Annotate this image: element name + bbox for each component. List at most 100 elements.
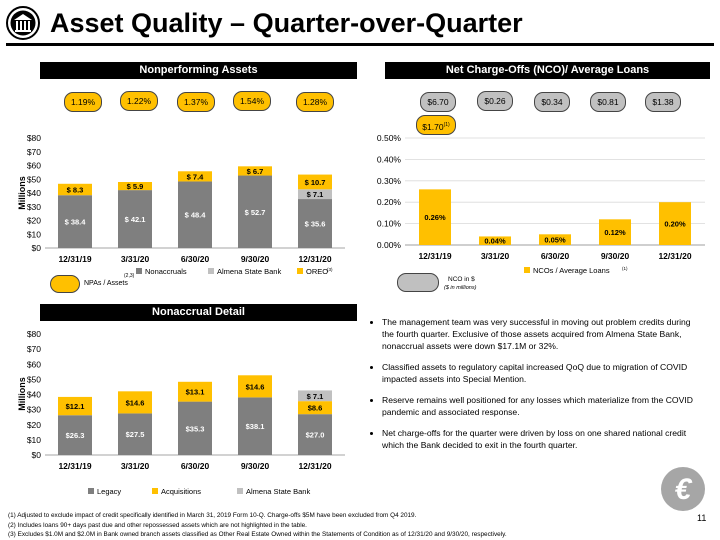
x-tick-label: 12/31/20: [298, 461, 331, 471]
legend-note: (1): [622, 266, 628, 271]
data-label: $27.0: [306, 431, 325, 440]
nco-chart: 0.00% 0.10% 0.20% 0.30% 0.40% 0.50% 12/31/19 0.…: [377, 133, 705, 275]
data-label: $27.5: [126, 430, 145, 439]
legend-swatch: [136, 268, 142, 274]
x-tick-label: 12/31/20: [298, 254, 331, 264]
legend-label: Almena State Bank: [246, 487, 310, 496]
bar: [118, 413, 152, 455]
legend-label: Almena State Bank: [217, 267, 281, 276]
y-tick-label: $70: [27, 147, 41, 157]
x-tick-label: 3/31/20: [121, 254, 150, 264]
bar: [659, 202, 691, 245]
bar: [118, 190, 152, 248]
y-tick-label: $40: [27, 188, 41, 198]
legend-note: (3): [327, 267, 333, 272]
npa-section-header: Nonperforming Assets: [40, 62, 357, 79]
nco-pill-legend-sublabel: ($ in millions): [444, 285, 477, 291]
npa-ratio-pill: 1.19%: [64, 92, 102, 112]
commentary-bullets: The management team was very successful …: [370, 316, 695, 460]
npa-ratio-pill: 1.28%: [296, 92, 334, 112]
data-label: $14.6: [126, 398, 145, 407]
bar: [298, 189, 332, 200]
bar: [238, 166, 272, 176]
data-label: $ 8.3: [67, 185, 84, 194]
npa-ratio-pill: 1.22%: [120, 91, 158, 111]
bar: [178, 181, 212, 248]
legend-label: OREO: [306, 267, 328, 276]
y-tick-label: $70: [27, 344, 41, 354]
nonaccrual-chart: $0 $10 $20 $30 $40 $50 $60 $70 $80 Millions 12/31/…: [17, 329, 345, 496]
bar: [118, 391, 152, 414]
bar: [479, 236, 511, 245]
data-label: $8.6: [308, 404, 323, 413]
nco-dollar-pill: $0.34: [534, 92, 570, 112]
bar: [599, 219, 631, 245]
footnote: (3) Excludes $1.0M and $2.0M in Bank own…: [8, 531, 507, 538]
y-tick-label: 0.00%: [377, 240, 402, 250]
nco-dollar-pill: $1.38: [645, 92, 681, 112]
page-number: 11: [697, 513, 707, 523]
x-tick-label: 6/30/20: [181, 254, 210, 264]
y-tick-label: $0: [32, 450, 42, 460]
bar: [178, 401, 212, 455]
legend-swatch: [88, 488, 94, 494]
bar: [419, 189, 451, 245]
bar: [178, 381, 212, 402]
y-tick-label: 0.20%: [377, 197, 402, 207]
legend-swatch: [208, 268, 214, 274]
bar: [238, 397, 272, 455]
y-tick-label: 0.40%: [377, 154, 402, 164]
bar: [238, 375, 272, 398]
legend-swatch: [524, 267, 530, 273]
bullet-item: Net charge-offs for the quarter were dri…: [382, 427, 695, 451]
bar: [298, 390, 332, 402]
nco-adjusted-pill: $1.70(1): [416, 115, 456, 135]
x-tick-label: 6/30/20: [181, 461, 210, 471]
page-title: Asset Quality – Quarter-over-Quarter: [50, 8, 523, 38]
nco-pill-legend-swatch: [397, 273, 439, 292]
y-tick-label: $10: [27, 435, 41, 445]
nco-pill-legend-label: NCO in $: [448, 276, 475, 283]
legend-label: Nonaccruals: [145, 267, 187, 276]
data-label: 0.04%: [484, 237, 506, 246]
bullet-item: The management team was very successful …: [382, 316, 695, 352]
bar: [118, 182, 152, 191]
bar: [298, 401, 332, 415]
data-label: $ 48.4: [185, 211, 207, 220]
legend-swatch: [152, 488, 158, 494]
nco-dollar-pill: $0.26: [477, 91, 513, 111]
data-label: $ 6.7: [247, 167, 264, 176]
y-tick-label: 0.10%: [377, 219, 402, 229]
y-tick-label: $80: [27, 133, 41, 143]
y-tick-label: $20: [27, 216, 41, 226]
x-tick-label: 9/30/20: [601, 251, 630, 261]
nco-dollar-pill: $6.70: [420, 92, 456, 112]
title-rule: [6, 43, 714, 46]
npa-ratio-pill: 1.37%: [177, 92, 215, 112]
data-label: 0.12%: [604, 228, 626, 237]
bar: [58, 415, 92, 455]
bullet-item: Reserve remains well positioned for any …: [382, 394, 695, 418]
legend-label: Acquisitions: [161, 487, 201, 496]
y-tick-label: $0: [32, 243, 42, 253]
data-label: 0.20%: [664, 220, 686, 229]
x-tick-label: 12/31/19: [58, 461, 91, 471]
data-label: $13.1: [186, 388, 205, 397]
nco-adjusted-pill-note: (1): [443, 122, 450, 128]
x-tick-label: 12/31/19: [418, 251, 451, 261]
x-tick-label: 3/31/20: [481, 251, 510, 261]
npa-chart: $0 $10 $20 $30 $40 $50 $60 $70 $80 Millions 12/31/…: [17, 133, 345, 276]
data-label: 0.05%: [544, 236, 566, 245]
y-tick-label: $60: [27, 161, 41, 171]
y-axis-label: Millions: [17, 377, 27, 411]
npa-pill-legend-label: NPAs / Assets: [84, 280, 128, 287]
y-tick-label: $50: [27, 374, 41, 384]
data-label: $38.1: [246, 422, 265, 431]
x-tick-label: 9/30/20: [241, 461, 270, 471]
y-tick-label: $80: [27, 329, 41, 339]
legend-label: NCOs / Average Loans: [533, 266, 610, 275]
footnote: (2) Includes loans 90+ days past due and…: [8, 521, 307, 529]
data-label: 0.26%: [424, 213, 446, 222]
x-tick-label: 6/30/20: [541, 251, 570, 261]
bar: [58, 183, 92, 196]
